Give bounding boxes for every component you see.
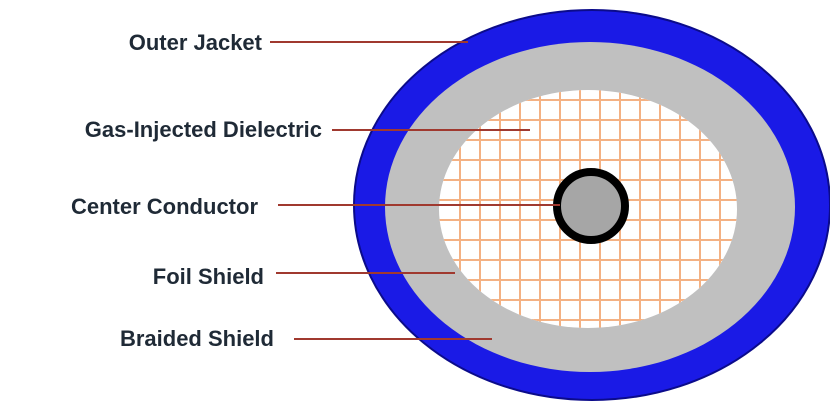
label-braided-shield: Braided Shield [119,326,274,351]
label-outer-jacket: Outer Jacket [128,30,262,55]
label-center-conductor: Center Conductor [71,194,258,219]
label-dielectric: Gas-Injected Dielectric [84,117,322,142]
center-conductor [553,168,629,244]
label-foil-shield: Foil Shield [152,264,264,289]
